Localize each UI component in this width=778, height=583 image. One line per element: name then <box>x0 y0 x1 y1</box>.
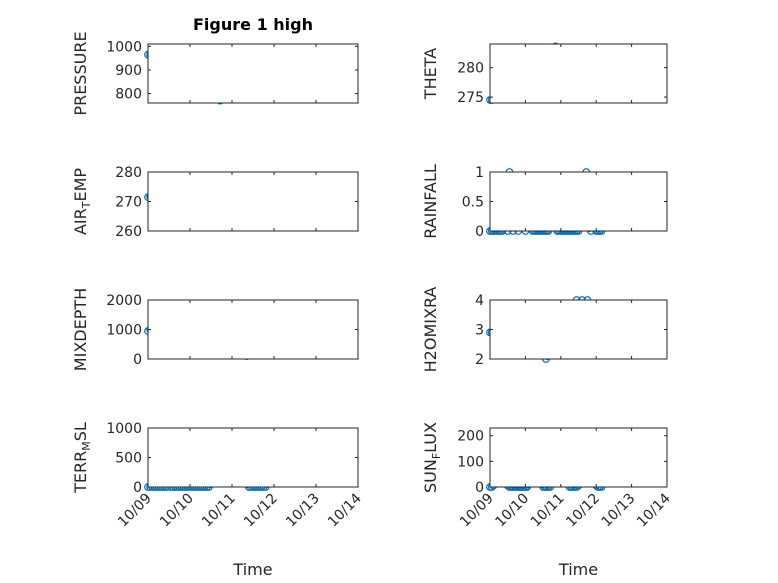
subplot-7: 10/09 10/10 10/11 10/12 10/13 10/14 0 500 1000 TE… <box>71 421 365 579</box>
y-tick-label: 0 <box>133 352 142 368</box>
y-axis-label: MIXDEPTH <box>71 288 90 371</box>
y-axis-label: SUNFLUX <box>421 422 443 493</box>
y-tick-label: 1000 <box>106 39 142 55</box>
subplot-2: 275 280 THETA <box>421 42 668 106</box>
y-tick-label: 2000 <box>106 293 142 309</box>
x-axis-label: Time <box>558 560 598 579</box>
axes-box <box>489 171 668 232</box>
y-tick-label: 200 <box>457 429 484 445</box>
x-axis-label: Time <box>232 560 272 579</box>
axes-box <box>147 427 359 488</box>
x-tick-label: 10/12 <box>241 491 281 531</box>
y-tick-label: 100 <box>457 454 484 470</box>
x-tick-label: 10/14 <box>634 490 674 530</box>
subplot-5: 0 1000 2000 MIXDEPTH <box>71 288 359 371</box>
y-tick-label: 2 <box>475 352 484 368</box>
subplot-1: 800 900 1000 PRESSURE <box>71 31 359 116</box>
x-tick-label: 10/13 <box>283 491 323 531</box>
x-tick-label: 10/11 <box>199 491 239 531</box>
x-tick-label: 10/10 <box>157 491 197 531</box>
y-tick-label: 0 <box>133 480 142 496</box>
y-tick-label: 1 <box>475 165 484 181</box>
figure-title: Figure 1 high <box>193 15 313 34</box>
subplot-3: 260 270 280 AIRTEMP <box>71 165 359 240</box>
y-axis-label: RAINFALL <box>421 164 440 239</box>
y-tick-label: 260 <box>115 224 142 240</box>
y-tick-label: 1000 <box>106 323 142 339</box>
y-tick-label: 4 <box>475 293 484 309</box>
y-axis-label: PRESSURE <box>71 31 90 115</box>
y-tick-label: 270 <box>115 195 142 211</box>
y-tick-label: 280 <box>115 165 142 181</box>
axes-box <box>489 299 668 360</box>
y-axis-label: H2OMIXRA <box>421 287 440 373</box>
y-tick-label: 275 <box>457 90 484 106</box>
subplot-6: 2 3 4 H2OMIXRA <box>421 287 668 373</box>
y-tick-label: 1000 <box>106 421 142 437</box>
y-axis-label: THETA <box>421 48 440 100</box>
x-tick-label: 10/13 <box>599 491 639 531</box>
y-axis-label: AIRTEMP <box>71 168 93 235</box>
x-tick-label: 10/12 <box>563 491 603 531</box>
axes-box <box>489 43 668 104</box>
y-tick-label: 0.5 <box>462 195 484 211</box>
y-tick-label: 280 <box>457 61 484 77</box>
y-tick-label: 900 <box>115 63 142 79</box>
y-tick-label: 800 <box>115 87 142 103</box>
subplot-4: 0 0.5 1 RAINFALL <box>421 164 668 240</box>
y-tick-label: 3 <box>475 323 484 339</box>
axes-box <box>147 299 359 360</box>
x-tick-label: 10/11 <box>528 491 568 531</box>
y-tick-label: 0 <box>475 224 484 240</box>
axes-box <box>489 427 668 488</box>
x-tick-label: 10/10 <box>492 491 532 531</box>
y-tick-label: 500 <box>115 451 142 467</box>
x-tick-label: 10/09 <box>457 491 497 531</box>
x-tick-label: 10/09 <box>115 491 155 531</box>
y-axis-label: TERRMSL <box>71 422 93 494</box>
x-tick-label: 10/14 <box>325 490 365 530</box>
y-tick-label: 0 <box>475 480 484 496</box>
axes-box <box>147 43 359 104</box>
axes-box <box>147 171 359 232</box>
